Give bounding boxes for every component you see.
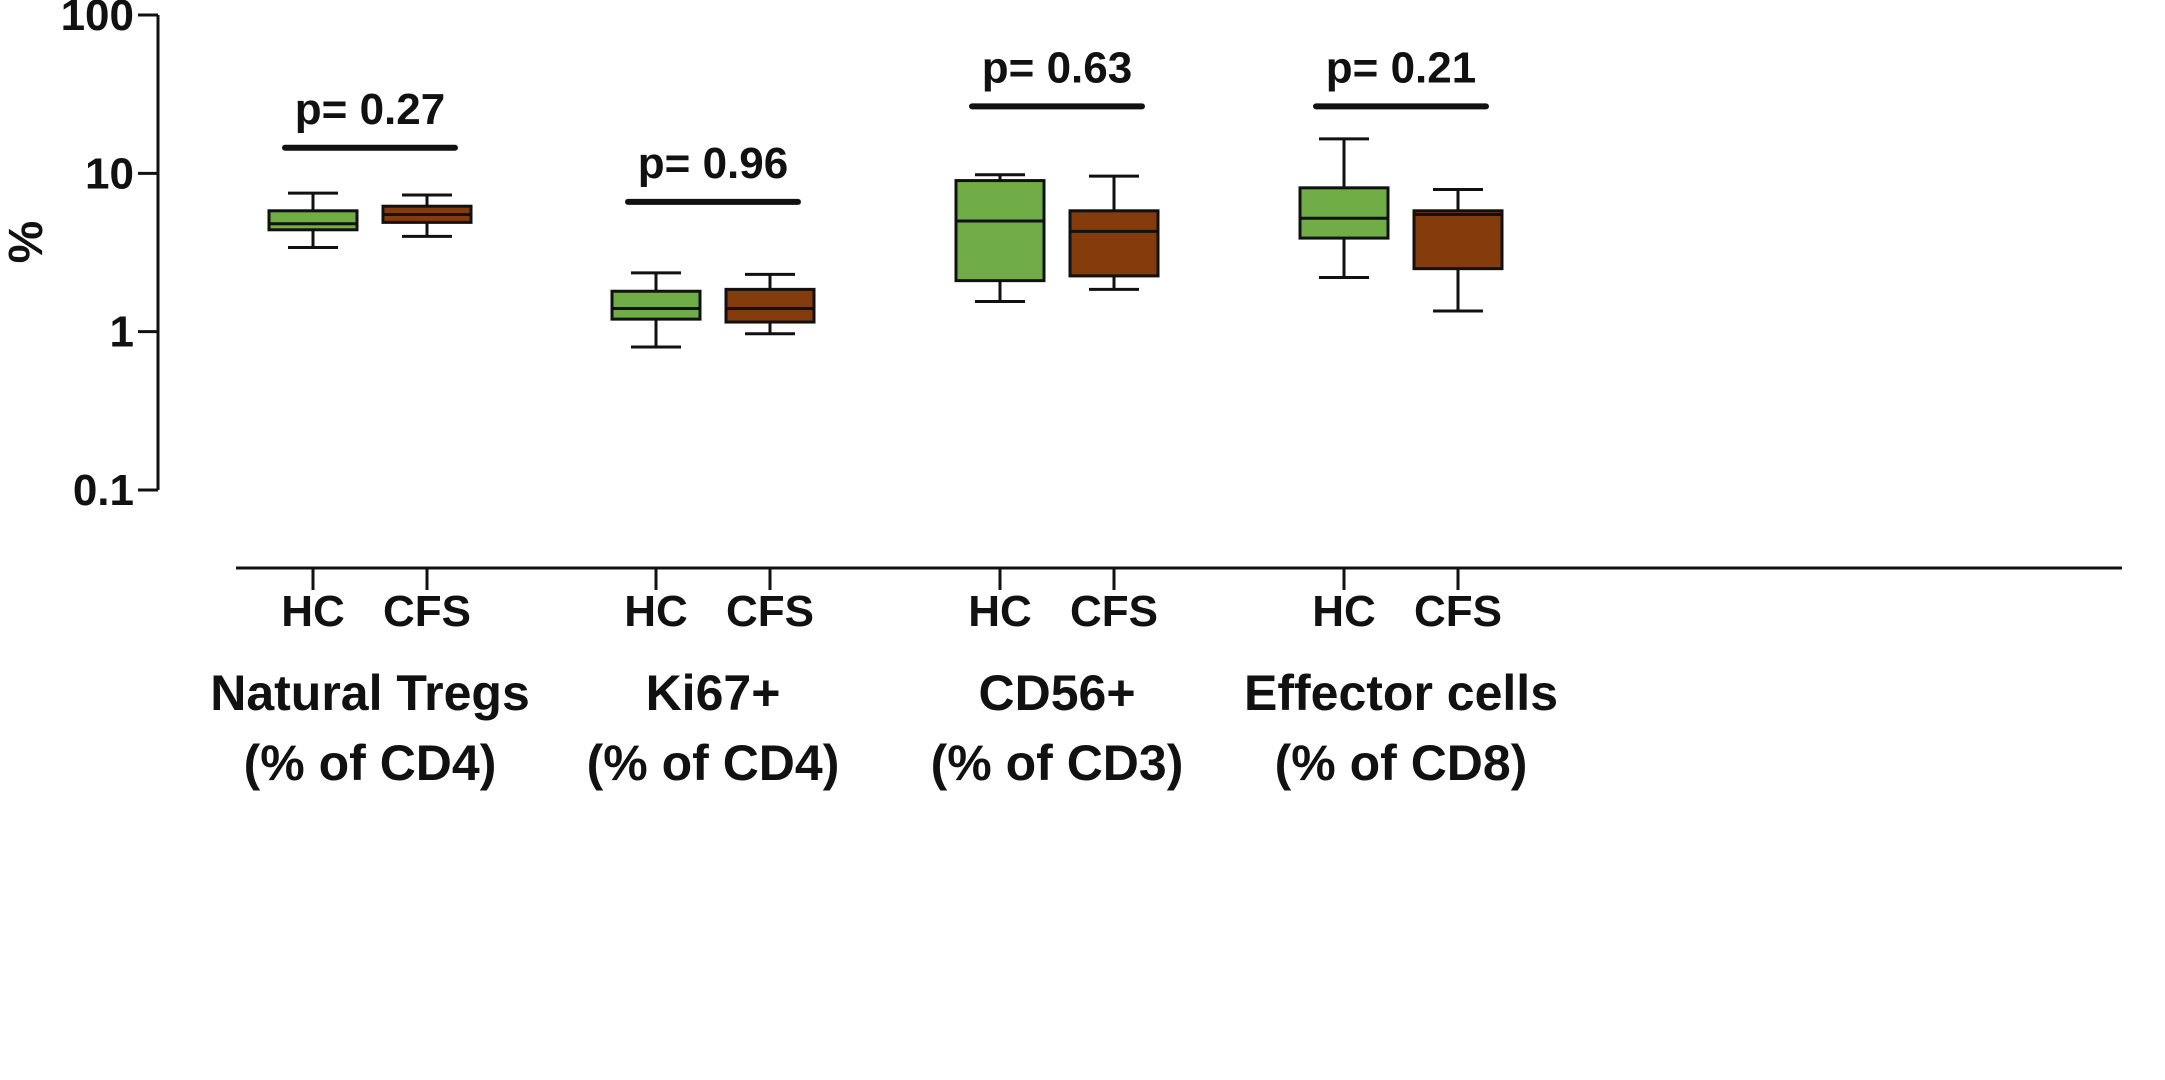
category-labels: HC CFS Natural Tregs (% of CD4) HC CFS Ki67+ (%… <box>210 587 1558 791</box>
iqr-box <box>1068 209 1160 278</box>
iqr-box <box>1298 186 1390 240</box>
box-cfs <box>1068 174 1160 291</box>
box-hc <box>954 173 1046 304</box>
group-unit-label: (% of CD4) <box>244 735 497 791</box>
x-category-label: CFS <box>383 587 471 636</box>
x-category-label: CFS <box>726 587 814 636</box>
box-cfs <box>724 272 816 336</box>
box-hc <box>1298 137 1390 279</box>
iqr-box <box>1412 209 1504 271</box>
iqr-box <box>610 289 702 321</box>
x-category-label: HC <box>281 587 345 636</box>
y-tick-label: 1 <box>110 308 134 357</box>
p-value-label: p= 0.21 <box>1326 43 1476 92</box>
x-category-label: HC <box>968 587 1032 636</box>
iqr-box <box>724 287 816 324</box>
x-axis <box>236 566 2122 590</box>
significance-annotations: p= 0.27 p= 0.96 p= 0.63 p= 0.21 <box>282 43 1489 205</box>
p-value-label: p= 0.96 <box>638 139 788 188</box>
p-value-label: p= 0.63 <box>982 43 1132 92</box>
group-name-label: CD56+ <box>978 665 1135 721</box>
group-name-label: Natural Tregs <box>210 665 530 721</box>
y-tick-label: 0.1 <box>73 466 134 515</box>
y-axis: 0.1 1 10 100% <box>0 0 160 515</box>
box-hc <box>610 271 702 349</box>
x-category-label: CFS <box>1414 587 1502 636</box>
group-name-label: Effector cells <box>1244 665 1558 721</box>
y-axis-title: % <box>0 221 53 264</box>
group-unit-label: (% of CD3) <box>931 735 1184 791</box>
box-cfs <box>381 193 473 238</box>
plot-area <box>267 137 1504 349</box>
x-category-label: HC <box>624 587 688 636</box>
box-cfs <box>1412 188 1504 313</box>
x-category-label: HC <box>1312 587 1376 636</box>
iqr-box <box>954 179 1046 283</box>
group-name-label: Ki67+ <box>646 665 781 721</box>
x-category-label: CFS <box>1070 587 1158 636</box>
iqr-box <box>267 209 359 232</box>
group-unit-label: (% of CD4) <box>587 735 840 791</box>
box-hc <box>267 191 359 250</box>
y-tick-label: 10 <box>85 149 134 198</box>
group-unit-label: (% of CD8) <box>1275 735 1528 791</box>
p-value-label: p= 0.27 <box>295 85 445 134</box>
y-tick-label: 100 <box>61 0 134 40</box>
